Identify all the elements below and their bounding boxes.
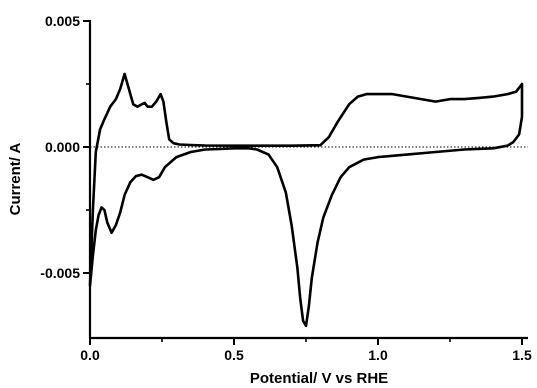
x-tick-label: 0.5 [224, 347, 244, 363]
cv-curve-series-0 [88, 72, 524, 328]
x-axis-title: Potential/ V vs RHE [250, 370, 388, 387]
y-tick-label: 0.005 [45, 13, 80, 29]
x-tick-label: 1.5 [512, 347, 532, 363]
plot-area [88, 72, 524, 328]
x-tick-label: 1.0 [368, 347, 388, 363]
axes: 0.0 0.5 1.0 1.5 0.005 0.000 -0.005 [40, 13, 532, 363]
y-tick-label: -0.005 [40, 265, 80, 281]
y-tick-label: 0.000 [45, 139, 80, 155]
x-tick-label: 0.0 [80, 347, 100, 363]
y-axis-title: Current/ A [7, 142, 24, 215]
